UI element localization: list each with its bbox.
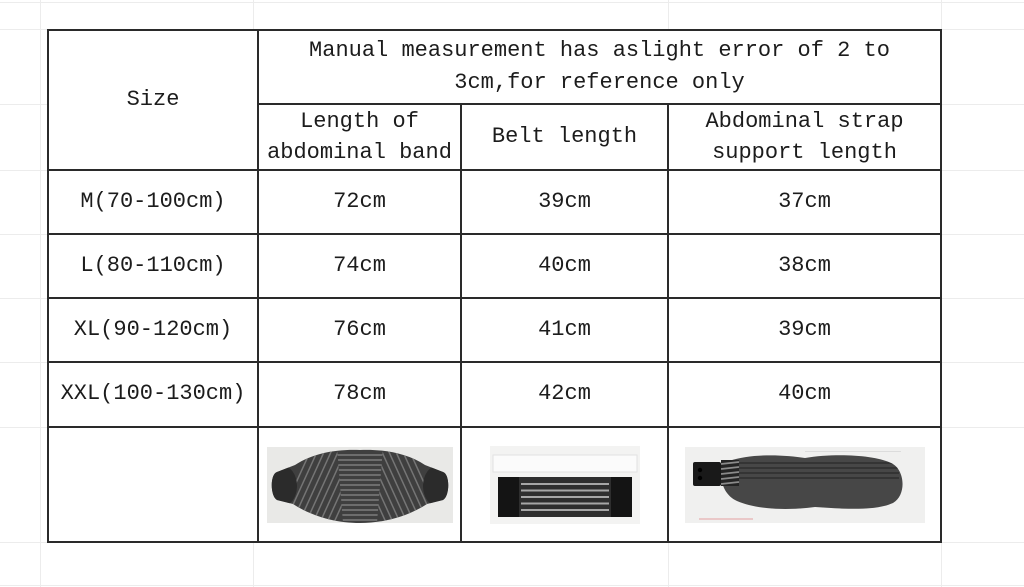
column-header-band-length-label: Length of abdominal band — [267, 109, 452, 165]
band-length-cell: 72cm — [257, 169, 462, 235]
band-length-cell: 78cm — [257, 361, 462, 428]
size-cell: XXL(100-130cm) — [47, 361, 259, 428]
size-chart-table: Size Manual measurement has aslight erro… — [47, 29, 943, 543]
strap-length-cell: 38cm — [666, 233, 943, 299]
belt-length-cell: 41cm — [460, 297, 669, 363]
table-row-xl: XL(90-120cm) 76cm 41cm 39cm — [47, 297, 943, 363]
note-line-1: Manual measurement has aslight error of … — [309, 38, 890, 63]
abdominal-strap-image — [684, 446, 925, 523]
header-row-columns: Length of abdominal band Belt length Abd… — [48, 103, 943, 171]
column-header-belt-length-label: Belt length — [491, 123, 638, 149]
note-line-2: 3cm,for reference only — [454, 70, 745, 95]
strap-length-cell: 39cm — [666, 297, 943, 363]
grid-line — [0, 585, 1024, 586]
size-cell: L(80-110cm) — [47, 233, 259, 299]
abdominal-band-image — [266, 446, 453, 523]
table-row-m: M(70-100cm) 72cm 39cm 37cm — [47, 169, 943, 235]
table-row-l: L(80-110cm) 74cm 40cm 38cm — [47, 233, 943, 299]
band-length-cell: 76cm — [257, 297, 462, 363]
belt-length-cell: 40cm — [460, 233, 669, 299]
size-cell: XL(90-120cm) — [47, 297, 259, 363]
band-length-cell: 74cm — [257, 233, 462, 299]
column-header-band-length: Length of abdominal band — [257, 103, 462, 171]
size-header-cell: Size — [47, 29, 259, 171]
empty-cell — [47, 426, 259, 543]
size-cell: M(70-100cm) — [47, 169, 259, 235]
belt-photo-cell — [460, 426, 669, 543]
column-header-strap-length: Abdominal strap support length — [666, 103, 943, 171]
column-header-belt-length: Belt length — [460, 103, 669, 171]
measurement-note-cell: Manual measurement has aslight error of … — [256, 29, 943, 105]
grid-line — [40, 0, 41, 587]
belt-length-cell: 39cm — [460, 169, 669, 235]
size-header-label: Size — [126, 86, 180, 112]
header-row-note: Size Manual measurement has aslight erro… — [47, 29, 943, 171]
table-row-photos — [47, 426, 943, 543]
table-row-xxl: XXL(100-130cm) 78cm 42cm 40cm — [47, 361, 943, 428]
grid-line — [0, 2, 1024, 3]
strap-length-cell: 37cm — [666, 169, 943, 235]
belt-image — [489, 445, 640, 524]
belt-length-cell: 42cm — [460, 361, 669, 428]
column-header-strap-length-label: Abdominal strap support length — [705, 109, 904, 165]
strap-length-cell: 40cm — [666, 361, 943, 428]
band-photo-cell — [257, 426, 462, 543]
strap-photo-cell — [666, 426, 943, 543]
